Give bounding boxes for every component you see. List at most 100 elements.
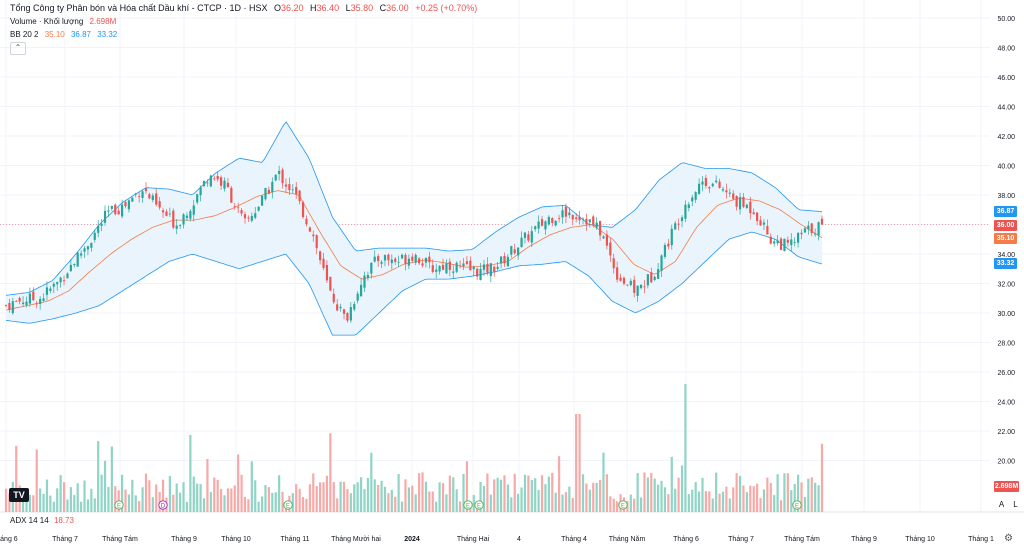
volume-bar bbox=[493, 479, 496, 512]
volume-bar bbox=[530, 480, 533, 512]
volume-bar bbox=[687, 494, 690, 512]
candle-body bbox=[479, 268, 482, 281]
close-value: 36.00 bbox=[386, 3, 409, 13]
candle-body bbox=[776, 240, 779, 244]
volume-bar bbox=[219, 489, 223, 512]
candle-body bbox=[592, 216, 595, 225]
candle-body bbox=[513, 249, 516, 254]
volume-bar bbox=[322, 482, 325, 512]
candle-body bbox=[138, 196, 141, 197]
volume-bar bbox=[462, 473, 465, 512]
lower-band-price-badge: 33.32 bbox=[994, 258, 1017, 269]
candle-body bbox=[380, 261, 383, 264]
volume-bar bbox=[73, 495, 76, 512]
candle-body bbox=[455, 262, 458, 272]
price-tick-label: 50.00 bbox=[997, 16, 1015, 23]
time-tick-label: Tháng 1 bbox=[968, 536, 994, 543]
price-tick-label: 32.00 bbox=[997, 282, 1015, 289]
volume-bar bbox=[537, 489, 540, 512]
volume-bar bbox=[414, 494, 417, 512]
tradingview-logo[interactable]: TV bbox=[9, 488, 29, 502]
candle-body bbox=[674, 223, 677, 230]
volume-bar bbox=[639, 497, 643, 512]
candle-body bbox=[264, 187, 267, 200]
candle-body bbox=[431, 265, 434, 272]
candle-body bbox=[691, 197, 694, 202]
volume-bar bbox=[749, 485, 752, 512]
volume-bar bbox=[243, 496, 247, 512]
volume-bar bbox=[353, 484, 356, 512]
time-tick-label: Tháng 9 bbox=[851, 536, 877, 543]
volume-bar bbox=[810, 477, 813, 512]
volume-bar bbox=[274, 492, 277, 512]
volume-bar bbox=[489, 494, 492, 512]
candle-body bbox=[595, 222, 598, 228]
candle-body bbox=[438, 265, 441, 272]
candle-body bbox=[134, 193, 137, 195]
volume-bar bbox=[175, 483, 178, 512]
candle-body bbox=[694, 192, 697, 200]
auto-scale-button[interactable]: A bbox=[998, 500, 1005, 509]
candle-body bbox=[305, 218, 308, 225]
adx-value: 18.73 bbox=[53, 516, 74, 525]
candle-body bbox=[588, 219, 591, 223]
volume-bar bbox=[779, 500, 783, 512]
adx-legend[interactable]: ADX 14 14 18.73 bbox=[10, 516, 74, 525]
event-marker-label: E bbox=[117, 504, 121, 510]
volume-bar bbox=[568, 486, 571, 512]
bb-legend[interactable]: BB 20 2 35.10 36.87 33.32 bbox=[10, 30, 121, 39]
candle-body bbox=[4, 305, 8, 306]
candle-body bbox=[42, 298, 45, 301]
candle-body bbox=[346, 312, 349, 321]
candle-body bbox=[680, 217, 684, 222]
candle-body bbox=[458, 265, 462, 267]
volume-bar bbox=[394, 496, 397, 512]
candle-body bbox=[800, 232, 803, 235]
volume-bar bbox=[452, 477, 455, 512]
volume-bar bbox=[759, 498, 762, 512]
candle-body bbox=[605, 234, 609, 246]
volume-bar bbox=[684, 384, 687, 512]
log-scale-button[interactable]: L bbox=[1013, 500, 1018, 509]
volume-bar bbox=[660, 480, 663, 512]
time-tick-label: Tháng 7 bbox=[52, 536, 78, 543]
candle-body bbox=[462, 263, 465, 267]
candle-body bbox=[639, 284, 643, 289]
candle-body bbox=[267, 189, 270, 194]
volume-bar bbox=[667, 494, 670, 512]
volume-bar bbox=[390, 489, 393, 512]
volume-bar bbox=[465, 461, 469, 512]
collapse-legend-button[interactable]: ⌃ bbox=[10, 42, 26, 55]
volume-bar bbox=[103, 460, 107, 512]
volume-bar bbox=[441, 483, 445, 512]
volume-bar bbox=[650, 472, 653, 512]
volume-bar bbox=[172, 494, 175, 512]
volume-bar bbox=[305, 498, 308, 512]
volume-bar bbox=[114, 486, 117, 512]
candle-body bbox=[295, 186, 298, 195]
volume-bar bbox=[807, 478, 810, 512]
volume-bar bbox=[185, 501, 189, 512]
event-marker bbox=[792, 500, 802, 510]
candle-body bbox=[496, 266, 499, 269]
volume-bar bbox=[411, 485, 414, 512]
change-value: +0.25 (+0.70%) bbox=[415, 3, 478, 13]
candle-body bbox=[322, 258, 325, 269]
candle-body bbox=[66, 273, 69, 279]
gear-icon[interactable]: ⚙ bbox=[1004, 533, 1013, 544]
volume-bar bbox=[588, 489, 591, 512]
candle-body bbox=[339, 306, 342, 309]
volume-bar bbox=[817, 485, 820, 512]
volume-bar bbox=[820, 443, 824, 512]
volume-bar bbox=[578, 414, 581, 512]
volume-legend[interactable]: Volume · Khối lượng 2.698M bbox=[10, 17, 120, 26]
candle-body bbox=[817, 222, 820, 236]
volume-bar bbox=[592, 482, 595, 512]
time-axis: tháng 6 Tháng 7 Tháng Tám Tháng 9 Tháng 10 Th… bbox=[0, 536, 994, 543]
volume-bar bbox=[523, 474, 527, 512]
volume-bar bbox=[616, 501, 619, 512]
volume-bar bbox=[62, 482, 66, 512]
candle-body bbox=[366, 275, 370, 278]
candle-body bbox=[100, 223, 103, 226]
